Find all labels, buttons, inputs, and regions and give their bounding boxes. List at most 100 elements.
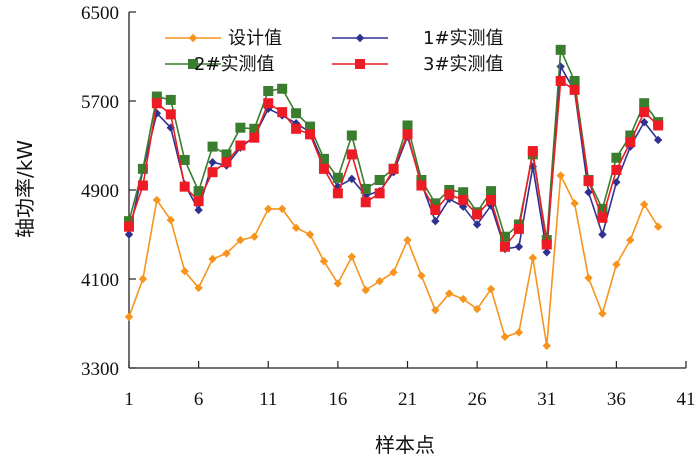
data-point bbox=[291, 223, 301, 233]
data-point bbox=[431, 305, 440, 315]
data-point bbox=[194, 205, 203, 215]
data-point bbox=[151, 91, 162, 102]
data-point bbox=[332, 172, 343, 183]
data-point bbox=[640, 200, 649, 209]
data-point bbox=[472, 304, 482, 314]
data-point bbox=[514, 328, 524, 337]
y-tick-label: 4100 bbox=[81, 270, 119, 291]
data-point bbox=[486, 195, 497, 206]
x-axis-title: 样本点 bbox=[375, 433, 435, 457]
data-point bbox=[180, 267, 189, 276]
legend-label: 2#实测值 bbox=[194, 54, 275, 75]
data-point bbox=[277, 107, 288, 118]
data-point bbox=[416, 180, 427, 191]
data-point bbox=[291, 108, 302, 119]
data-point bbox=[639, 107, 650, 118]
data-point bbox=[208, 157, 217, 167]
data-point bbox=[152, 195, 162, 205]
data-point bbox=[486, 186, 497, 197]
data-point bbox=[360, 183, 371, 194]
data-point bbox=[124, 230, 134, 239]
data-point bbox=[194, 283, 203, 293]
data-point bbox=[374, 188, 385, 199]
legend-marker bbox=[188, 33, 198, 43]
data-point bbox=[221, 157, 232, 168]
legend-entry-4: 3#实测值 bbox=[332, 54, 504, 75]
data-point bbox=[137, 163, 148, 174]
legend-entry-2: 1#实测值 bbox=[332, 28, 504, 49]
data-point bbox=[235, 140, 246, 151]
data-point bbox=[458, 187, 469, 198]
legend-entry-1: 设计值 bbox=[165, 28, 282, 49]
data-point bbox=[403, 235, 412, 245]
data-point bbox=[277, 204, 287, 214]
data-point bbox=[528, 162, 538, 171]
data-point bbox=[598, 230, 607, 239]
y-axis-title: 轴功率/kW bbox=[13, 140, 37, 238]
data-point bbox=[555, 75, 566, 86]
data-point bbox=[612, 178, 621, 187]
data-point bbox=[500, 332, 510, 342]
data-point bbox=[124, 216, 134, 227]
legend-marker bbox=[355, 59, 365, 69]
data-point bbox=[137, 180, 148, 191]
data-point bbox=[222, 249, 231, 258]
series-line bbox=[128, 172, 659, 346]
x-tick-label: 26 bbox=[468, 389, 487, 410]
data-point bbox=[179, 181, 190, 192]
data-point bbox=[639, 98, 650, 109]
data-point bbox=[528, 253, 538, 263]
data-point bbox=[305, 129, 316, 140]
data-point bbox=[207, 167, 218, 178]
data-point bbox=[542, 341, 551, 350]
data-point bbox=[263, 98, 274, 109]
data-point bbox=[430, 205, 441, 216]
y-tick-label: 3300 bbox=[81, 359, 119, 380]
data-point bbox=[374, 174, 385, 185]
data-point bbox=[514, 242, 524, 251]
data-point bbox=[291, 123, 302, 134]
series-layer bbox=[124, 44, 664, 350]
x-tick-label: 6 bbox=[194, 389, 204, 410]
series-1 bbox=[124, 171, 663, 350]
data-point bbox=[138, 274, 148, 284]
data-point bbox=[124, 221, 134, 232]
data-point bbox=[375, 277, 384, 286]
data-point bbox=[611, 164, 622, 175]
data-point bbox=[569, 75, 580, 86]
data-point bbox=[318, 163, 329, 174]
data-point bbox=[625, 137, 636, 148]
data-point bbox=[570, 199, 579, 208]
data-point bbox=[417, 271, 426, 280]
data-point bbox=[249, 123, 260, 134]
data-point bbox=[402, 120, 413, 131]
data-point bbox=[333, 279, 343, 288]
data-point bbox=[541, 239, 552, 250]
data-point bbox=[332, 188, 343, 199]
data-point bbox=[598, 309, 607, 318]
data-point bbox=[583, 176, 594, 187]
data-point bbox=[611, 152, 622, 163]
legend-label: 3#实测值 bbox=[423, 54, 504, 75]
x-tick-label: 1 bbox=[124, 389, 134, 410]
y-tick-label: 5700 bbox=[81, 92, 119, 113]
data-point bbox=[584, 273, 593, 283]
data-point bbox=[319, 257, 329, 266]
data-point bbox=[640, 117, 649, 127]
legend: 设计值 1#实测值 2#实测值 3#实测值 bbox=[165, 28, 504, 75]
data-point bbox=[347, 252, 356, 261]
data-point bbox=[250, 232, 259, 241]
data-point bbox=[430, 198, 441, 209]
x-tick-label: 31 bbox=[537, 389, 556, 410]
data-point bbox=[569, 84, 580, 95]
data-point bbox=[361, 285, 370, 295]
legend-marker bbox=[355, 33, 365, 43]
data-point bbox=[556, 171, 565, 180]
data-point bbox=[124, 312, 134, 322]
data-point bbox=[625, 130, 636, 141]
data-point bbox=[347, 174, 356, 184]
data-point bbox=[499, 231, 510, 242]
legend-label: 1#实测值 bbox=[423, 28, 504, 49]
data-point bbox=[305, 230, 315, 239]
